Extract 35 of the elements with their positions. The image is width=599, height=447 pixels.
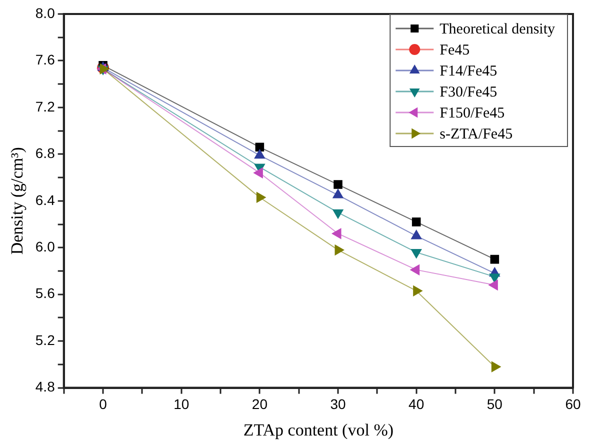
point <box>490 254 500 264</box>
y-tick-label: 6.0 <box>35 238 56 254</box>
y-tick-label: 4.8 <box>35 378 56 395</box>
point <box>410 264 420 276</box>
point <box>332 228 342 239</box>
x-tick-label: 60 <box>565 396 581 412</box>
legend-label: F30/Fe45 <box>440 84 498 100</box>
y-tick-label: 8.0 <box>35 4 56 21</box>
x-tick-label: 10 <box>174 396 190 412</box>
point <box>334 180 342 189</box>
point <box>254 168 263 178</box>
legend-label: Theoretical density <box>440 21 556 38</box>
y-tick-label: 6.8 <box>35 145 56 162</box>
y-tick-label: 7.6 <box>35 52 56 68</box>
point <box>332 209 344 219</box>
y-tick-label: 7.2 <box>35 98 56 114</box>
legend-label: F14/Fe45 <box>440 63 498 80</box>
legend-label: F150/Fe45 <box>440 105 505 122</box>
y-tick-label: 5.6 <box>35 285 56 302</box>
x-tick-label: 20 <box>252 396 268 412</box>
x-tick-label: 50 <box>486 396 503 412</box>
y-tick-label: 6.4 <box>35 192 56 208</box>
point <box>255 142 264 152</box>
legend-label: s-ZTA/Fe45 <box>440 126 513 142</box>
x-tick-label: 0 <box>99 396 108 412</box>
x-tick-label: 40 <box>408 396 424 412</box>
x-axis-title: ZTAp content (vol %) <box>243 420 394 440</box>
legend-label: Fe45 <box>440 42 470 58</box>
point <box>489 274 500 283</box>
y-tick-label: 5.2 <box>35 332 56 348</box>
point <box>412 218 421 226</box>
point <box>488 280 498 290</box>
point <box>411 249 422 258</box>
y-axis-title: Density (g/cm³) <box>8 147 27 255</box>
x-tick-label: 30 <box>330 396 346 412</box>
